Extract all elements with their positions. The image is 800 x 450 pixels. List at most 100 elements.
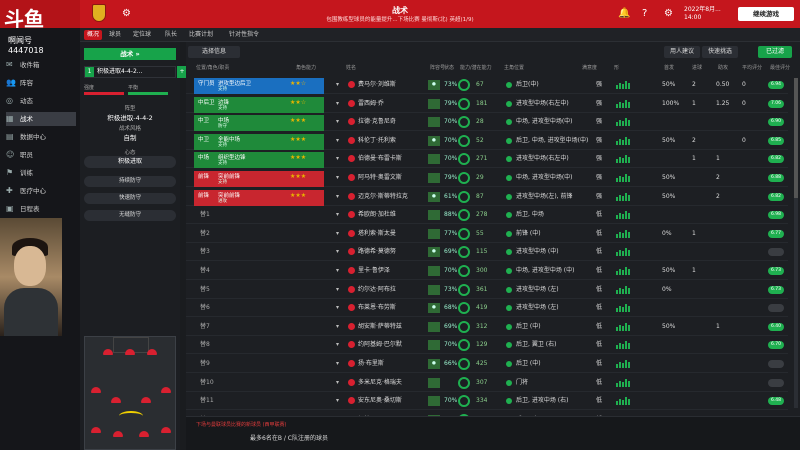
- col-header-squad[interactable]: 阵容号: [430, 65, 446, 71]
- col-header-role-ability[interactable]: 角色能力: [296, 65, 317, 71]
- position-slot[interactable]: 中场 组织型边锋 支持: [194, 152, 324, 169]
- position-slot[interactable]: 中卫 中场 防守: [194, 115, 324, 132]
- tab-captains[interactable]: 队长: [165, 31, 178, 38]
- help-icon[interactable]: ?: [642, 8, 648, 19]
- player-marker[interactable]: [125, 349, 135, 355]
- player-marker[interactable]: [141, 397, 151, 403]
- mentality-select[interactable]: 积极进取: [84, 156, 176, 168]
- quick-defense-button[interactable]: 快速防守: [84, 193, 176, 204]
- table-row[interactable]: 替7 ▾ 胡安斯·萨蒂特兹 69% 312 后卫 (中) 低 50% 1 6.40: [186, 318, 788, 336]
- player-marker[interactable]: [147, 349, 157, 355]
- table-row[interactable]: 替1 ▾ 希欧朗·加杜维 88% 278 后卫, 中场 低 6.98: [186, 206, 788, 225]
- player-marker[interactable]: [161, 387, 171, 393]
- col-header-ability[interactable]: 能力/潜在能力: [460, 65, 492, 71]
- tab-set-pieces[interactable]: 定位球: [133, 31, 152, 38]
- sidebar-item-tactics[interactable]: ▦ 战术: [6, 112, 76, 126]
- tab-overview[interactable]: 概况: [84, 30, 103, 40]
- player-marker[interactable]: [103, 349, 113, 355]
- player-pin-icon[interactable]: [348, 118, 355, 126]
- player-pin-icon[interactable]: [348, 211, 355, 219]
- sidebar-item-calendar[interactable]: ▣ 日程表: [6, 202, 76, 216]
- player-marker[interactable]: [139, 431, 149, 437]
- position-slot[interactable]: 前锋 突前前锋 支持: [194, 171, 324, 187]
- table-row[interactable]: 守门员 进攻型边后卫 支持 ★★☆ ▾ 费马尔·刘维斯 ● 73% 67 后卫(中…: [186, 76, 788, 94]
- user-suggest-button[interactable]: 用人建议: [664, 46, 700, 58]
- player-name[interactable]: 安东尼奥·桑切斯: [358, 397, 402, 405]
- player-name[interactable]: 布莱恩·布劳斯: [358, 304, 396, 312]
- player-marker[interactable]: [91, 427, 101, 433]
- player-pin-icon[interactable]: [348, 341, 355, 349]
- player-pin-icon[interactable]: [348, 229, 355, 237]
- position-slot[interactable]: 前锋 突前前锋 进攻: [194, 189, 324, 206]
- col-header-satisfaction[interactable]: 满意度: [582, 65, 598, 71]
- player-name[interactable]: 胡安斯·萨蒂特兹: [358, 322, 402, 330]
- player-name[interactable]: 费马尔·刘维斯: [358, 81, 396, 88]
- col-header-status[interactable]: 状态: [444, 65, 455, 71]
- col-header-best-rating[interactable]: 最佳评分: [770, 65, 791, 71]
- seamless-defense-button[interactable]: 无缝防守: [84, 210, 176, 221]
- player-marker[interactable]: [113, 431, 123, 437]
- player-name[interactable]: 里卡·鲁伊泽: [358, 267, 390, 274]
- player-pin-icon[interactable]: [348, 192, 355, 200]
- player-name[interactable]: 伯德曼·布雷卡斯: [358, 155, 402, 163]
- player-name[interactable]: 多米尼克·格瑞夫: [358, 378, 402, 386]
- table-row[interactable]: 替5 ▾ 约尔达·阿布拉 73% 361 进攻型中场 (左) 低 0% 6.73: [186, 281, 788, 299]
- table-row[interactable]: 前锋 突前前锋 支持 ★★★ ▾ 阿马特·奥雷文斯 79% 29 中场, 进攻型中…: [186, 169, 788, 187]
- player-marker[interactable]: [91, 387, 101, 393]
- grid-scrollbar[interactable]: [794, 78, 798, 408]
- sidebar-item-squad[interactable]: 👥 阵容: [6, 76, 76, 90]
- player-name[interactable]: 阿马特·奥雷文斯: [358, 174, 402, 181]
- continue-button[interactable]: 继续游戏: [738, 7, 794, 21]
- sidebar-item-dynamics[interactable]: ◎ 动态: [6, 94, 76, 108]
- player-name[interactable]: 约阿基姆·巴尔默: [358, 341, 402, 349]
- col-header-main-position[interactable]: 主角位置: [504, 65, 525, 71]
- col-header-assists[interactable]: 助攻: [718, 65, 729, 71]
- table-row[interactable]: 前锋 突前前锋 进攻 ★★★ ▾ 迈克尔·斯蒂特拉克 ● 61% 87 进攻型中场…: [186, 188, 788, 206]
- position-slot[interactable]: 中后卫 边锋 支持: [194, 96, 324, 113]
- player-pin-icon[interactable]: [348, 81, 355, 88]
- table-row[interactable]: 替8 ▾ 约阿基姆·巴尔默 70% 129 后卫, 翼卫 (右) 低 6.70: [186, 336, 788, 355]
- formation-type-value[interactable]: 积极进取-4-4-2: [107, 114, 153, 122]
- sidebar-item-medical[interactable]: ✚ 医疗中心: [6, 184, 76, 198]
- persistent-defense-button[interactable]: 持续防守: [84, 176, 176, 187]
- player-name[interactable]: 雷西姆·乔: [358, 99, 384, 107]
- tab-match-plan[interactable]: 比赛计划: [189, 31, 214, 38]
- formation-selector[interactable]: 1 积极进取4-4-2... +: [84, 66, 187, 78]
- sidebar-item-training[interactable]: ⚑ 训练: [6, 166, 76, 180]
- player-marker[interactable]: [111, 397, 121, 403]
- table-row[interactable]: 替9 ▾ 扬·布里斯 ● 66% 425 后卫 (中) 低: [186, 355, 788, 373]
- settings-gear-icon[interactable]: ⚙: [122, 8, 131, 19]
- position-slot[interactable]: 守门员 进攻型边后卫 支持: [194, 78, 324, 94]
- col-header-starts[interactable]: 首发: [664, 65, 675, 71]
- table-row[interactable]: 替11 ▾ 安东尼奥·桑切斯 70% 334 后卫, 进攻中场 (右) 低 6.4…: [186, 392, 788, 411]
- col-header-name[interactable]: 姓名: [346, 65, 357, 71]
- club-crest-icon[interactable]: [92, 4, 106, 22]
- sidebar-item-staff[interactable]: ☺ 职员: [6, 148, 76, 162]
- player-name[interactable]: 迈克尔·斯蒂特拉克: [358, 192, 408, 200]
- player-marker[interactable]: [161, 427, 171, 433]
- player-pin-icon[interactable]: [348, 304, 355, 312]
- player-name[interactable]: 扬·布里斯: [358, 360, 384, 367]
- tactics-panel-header[interactable]: 战术 »: [84, 48, 176, 60]
- filter-button[interactable]: 已过滤: [758, 46, 792, 58]
- table-row[interactable]: 中卫 中场 防守 ★★★ ▾ 拉德·克鲁尼奇 70% 28 中场, 进攻型中场(中…: [186, 113, 788, 132]
- position-slot[interactable]: 中卫 全能中场 支持: [194, 133, 324, 150]
- player-name[interactable]: 约尔达·阿布拉: [358, 285, 396, 293]
- player-pin-icon[interactable]: [348, 397, 355, 405]
- player-pin-icon[interactable]: [348, 322, 355, 330]
- player-pin-icon[interactable]: [348, 360, 355, 367]
- table-row[interactable]: 替6 ▾ 布莱恩·布劳斯 ● 68% 419 进攻型中场 (左) 低: [186, 299, 788, 318]
- player-pin-icon[interactable]: [348, 378, 355, 386]
- player-pin-icon[interactable]: [348, 99, 355, 107]
- player-name[interactable]: 塔利索·斯太曼: [358, 229, 396, 237]
- player-pin-icon[interactable]: [348, 267, 355, 274]
- player-name[interactable]: 希欧朗·加杜维: [358, 211, 396, 219]
- sidebar-item-inbox[interactable]: ✉ 收件箱: [6, 58, 76, 72]
- col-header-goals[interactable]: 进球: [692, 65, 703, 71]
- col-header-avg-rating[interactable]: 平均评分: [742, 65, 763, 71]
- table-row[interactable]: 替10 ▾ 多米尼克·格瑞夫 307 门将 低: [186, 374, 788, 392]
- table-row[interactable]: 中场 组织型边锋 支持 ★★★ ▾ 伯德曼·布雷卡斯 70% 271 进攻型中场(…: [186, 150, 788, 169]
- add-formation-button[interactable]: +: [177, 66, 187, 78]
- tab-opposition-instructions[interactable]: 针对性指令: [229, 31, 260, 38]
- gear-icon[interactable]: ⚙: [664, 8, 673, 19]
